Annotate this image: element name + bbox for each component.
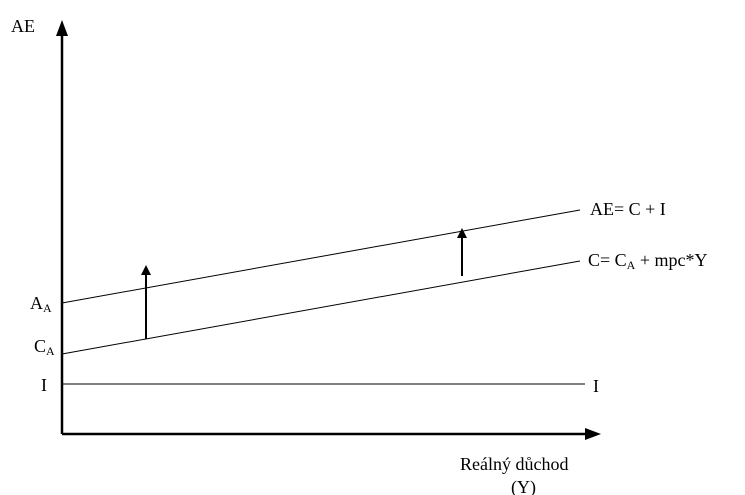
x-axis-label-line2: (Y) xyxy=(511,477,536,495)
c-line-label-prefix: C= C xyxy=(588,250,627,270)
c-line-label-subscript: A xyxy=(627,258,636,272)
ca-intercept-main: C xyxy=(34,336,46,356)
x-axis-arrowhead xyxy=(585,428,601,440)
i-intercept-label: I xyxy=(41,375,47,395)
ca-intercept-label: CA xyxy=(34,336,55,358)
y-axis-label: AE xyxy=(11,16,35,36)
c-line xyxy=(61,260,581,355)
aa-intercept-main: A xyxy=(30,293,43,313)
c-line-label: C= CA + mpc*Y xyxy=(588,250,707,272)
c-line-label-suffix: + mpc*Y xyxy=(635,250,707,270)
i-line-label: I xyxy=(593,376,599,396)
aa-intercept-label: AA xyxy=(30,293,52,315)
ae-line xyxy=(61,209,581,304)
x-axis-label-line1: Reálný důchod xyxy=(460,454,568,474)
y-axis-arrowhead xyxy=(56,20,68,36)
ca-intercept-subscript: A xyxy=(46,344,55,358)
ae-line-label: AE= C + I xyxy=(590,199,666,219)
aa-intercept-subscript: A xyxy=(43,301,52,315)
